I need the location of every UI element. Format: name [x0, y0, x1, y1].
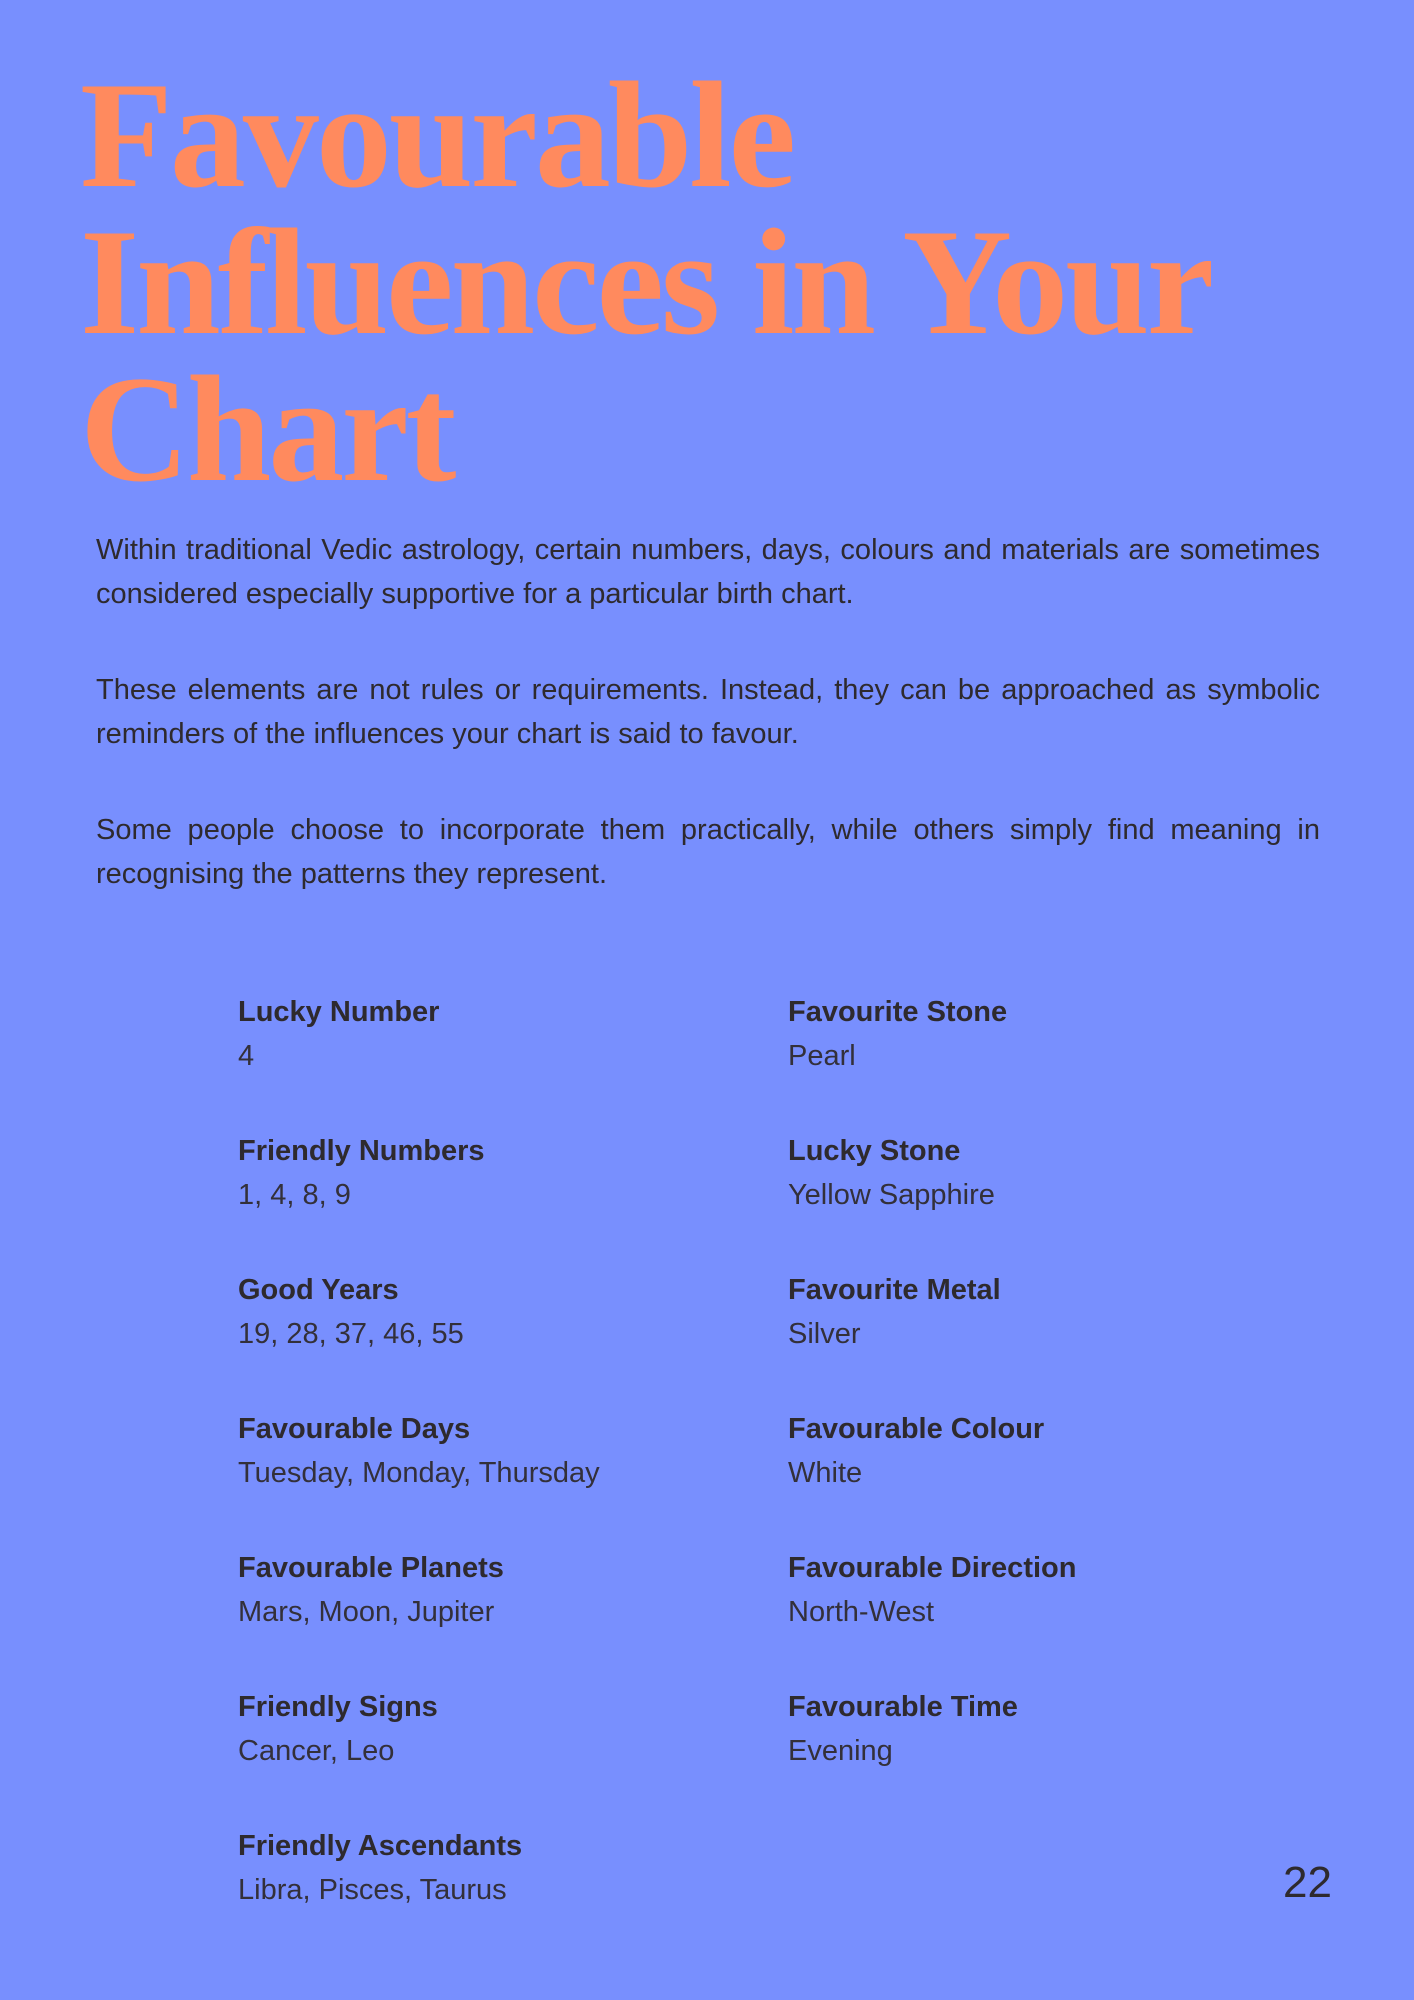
item-label: Favourable Colour — [788, 1413, 1045, 1445]
item-label: Good Years — [238, 1274, 399, 1306]
item-label: Lucky Stone — [788, 1135, 961, 1167]
paragraph: Within traditional Vedic astrology, cert… — [96, 534, 1320, 610]
item-label: Friendly Ascendants — [238, 1830, 523, 1862]
influence-item: Friendly Ascendants Libra, Pisces, Taurus — [238, 1824, 600, 1963]
influence-item: Friendly Numbers 1, 4, 8, 9 — [238, 1129, 600, 1268]
item-label: Favourite Metal — [788, 1274, 1001, 1306]
title-line: Favourable — [80, 51, 796, 219]
influence-item: Favourable Time Evening — [788, 1685, 1076, 1824]
item-label: Favourite Stone — [788, 996, 1008, 1028]
item-label: Lucky Number — [238, 996, 440, 1028]
influence-item: Favourable Days Tuesday, Monday, Thursday — [238, 1407, 600, 1546]
influence-item: Favourite Metal Silver — [788, 1268, 1076, 1407]
page-title: Favourable Influences in Your Chart — [80, 51, 1400, 513]
item-value: Libra, Pisces, Taurus — [238, 1874, 507, 1906]
page-number: 22 — [1283, 1858, 1332, 1907]
influence-item: Friendly Signs Cancer, Leo — [238, 1685, 600, 1824]
influence-item: Favourable Direction North-West — [788, 1546, 1076, 1685]
item-label: Favourable Direction — [788, 1552, 1077, 1584]
item-label: Friendly Signs — [238, 1691, 438, 1723]
influence-item: Lucky Stone Yellow Sapphire — [788, 1129, 1076, 1268]
left-column: Lucky Number 4 Friendly Numbers 1, 4, 8, 9… — [238, 990, 600, 1963]
item-value: Evening — [788, 1735, 893, 1767]
influence-item: Favourite Stone Pearl — [788, 990, 1076, 1129]
influence-item: Favourable Planets Mars, Moon, Jupiter — [238, 1546, 600, 1685]
intro-text: Within traditional Vedic astrology, cert… — [96, 528, 1320, 948]
influence-item: Lucky Number 4 — [238, 990, 600, 1129]
right-column: Favourite Stone Pearl Lucky Stone Yellow S… — [788, 990, 1076, 1824]
item-label: Favourable Days — [238, 1413, 471, 1445]
item-value: 19, 28, 37, 46, 55 — [238, 1318, 464, 1350]
item-label: Favourable Time — [788, 1691, 1018, 1723]
influence-item: Good Years 19, 28, 37, 46, 55 — [238, 1268, 600, 1407]
item-value: Yellow Sapphire — [788, 1179, 995, 1211]
paragraph: These elements are not rules or requirem… — [96, 674, 1320, 750]
item-value: Cancer, Leo — [238, 1735, 395, 1767]
item-label: Favourable Planets — [238, 1552, 504, 1584]
item-value: Pearl — [788, 1040, 856, 1072]
item-label: Friendly Numbers — [238, 1135, 485, 1167]
item-value: 4 — [238, 1040, 255, 1072]
influence-item: Favourable Colour White — [788, 1407, 1076, 1546]
item-value: Mars, Moon, Jupiter — [238, 1596, 495, 1628]
item-value: Silver — [788, 1318, 861, 1350]
title-line: Chart — [80, 345, 456, 513]
item-value: 1, 4, 8, 9 — [238, 1179, 351, 1211]
paragraph: Some people choose to incorporate them p… — [96, 814, 1320, 890]
item-value: Tuesday, Monday, Thursday — [238, 1457, 600, 1489]
item-value: North-West — [788, 1596, 935, 1628]
item-value: White — [788, 1457, 863, 1489]
title-line: Influences in Your — [80, 198, 1214, 366]
